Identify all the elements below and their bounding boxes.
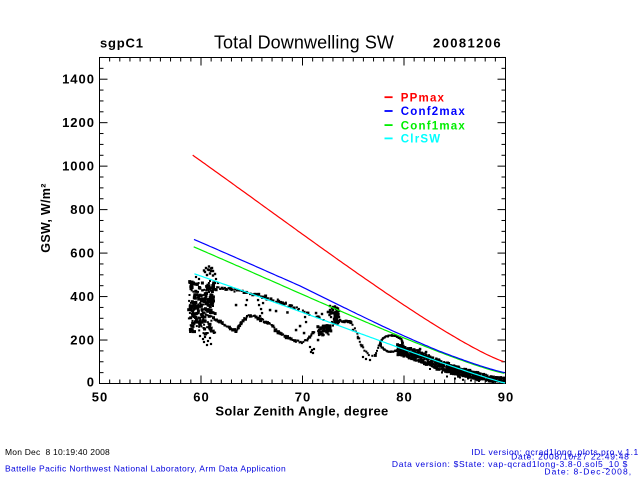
svg-text:90: 90 bbox=[498, 390, 514, 405]
svg-text:Conf2max: Conf2max bbox=[401, 106, 466, 118]
svg-text:Battelle Pacific Northwest Nat: Battelle Pacific Northwest National Labo… bbox=[5, 463, 286, 473]
svg-text:60: 60 bbox=[193, 390, 209, 405]
svg-text:Date: 8-Dec-2008,: Date: 8-Dec-2008, bbox=[544, 466, 632, 476]
svg-text:1400: 1400 bbox=[62, 72, 95, 87]
svg-text:Data version: $State: vap-qcra: Data version: $State: vap-qcrad1long-3.8… bbox=[392, 459, 628, 469]
svg-text:20081206: 20081206 bbox=[433, 36, 502, 51]
svg-text:sgpC1: sgpC1 bbox=[100, 36, 144, 51]
svg-text:Conf1max: Conf1max bbox=[401, 120, 466, 132]
svg-text:50: 50 bbox=[92, 390, 108, 405]
svg-text:Date: 2008/10/27 22:49:48: Date: 2008/10/27 22:49:48 bbox=[511, 452, 629, 462]
svg-text:80: 80 bbox=[396, 390, 412, 405]
svg-text:IDL version: qcrad1long_plots.: IDL version: qcrad1long_plots.pro,v 1.1 bbox=[471, 447, 638, 457]
svg-text:70: 70 bbox=[295, 390, 311, 405]
svg-text:PPmax: PPmax bbox=[401, 92, 445, 104]
svg-text:1200: 1200 bbox=[62, 115, 95, 130]
svg-text:Mon Dec 8 10:19:40 2008: Mon Dec 8 10:19:40 2008 bbox=[5, 447, 110, 457]
svg-text:Solar Zenith Angle, degree: Solar Zenith Angle, degree bbox=[215, 404, 388, 419]
svg-text:0: 0 bbox=[87, 374, 95, 389]
svg-text:1000: 1000 bbox=[62, 159, 95, 174]
svg-text:200: 200 bbox=[70, 333, 95, 348]
svg-text:600: 600 bbox=[70, 246, 95, 261]
svg-text:GSW, W/m²: GSW, W/m² bbox=[39, 183, 53, 252]
svg-text:400: 400 bbox=[70, 289, 95, 304]
svg-text:ClrSW: ClrSW bbox=[401, 134, 442, 146]
svg-text:800: 800 bbox=[70, 202, 95, 217]
svg-text:Total Downwelling SW: Total Downwelling SW bbox=[214, 32, 394, 52]
